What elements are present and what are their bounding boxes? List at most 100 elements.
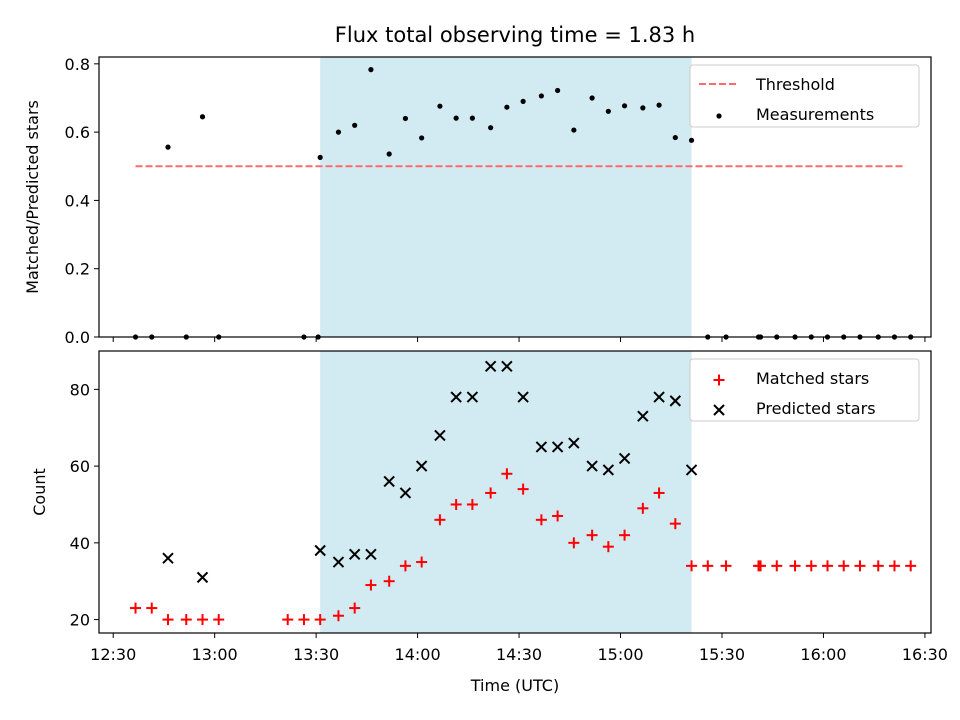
measurement-point xyxy=(419,135,425,141)
y-tick-label: 20 xyxy=(70,611,90,630)
y-axis-label: Count xyxy=(30,468,49,516)
predicted-stars-point xyxy=(314,544,326,557)
predicted-stars-point xyxy=(618,452,631,465)
predicted-marker-b xyxy=(501,360,513,373)
x-tick-label: 15:00 xyxy=(597,645,643,664)
matched-stars-point xyxy=(501,468,513,480)
predicted-marker-b xyxy=(399,487,412,499)
x-tick-label: 16:30 xyxy=(902,645,948,664)
legend-label: Threshold xyxy=(755,75,835,94)
predicted-marker-b xyxy=(517,391,529,403)
predicted-stars-point xyxy=(637,410,649,422)
measurement-point xyxy=(605,108,611,114)
matched-stars-point xyxy=(619,529,631,541)
predicted-marker-b xyxy=(314,544,326,557)
predicted-stars-point xyxy=(653,391,665,403)
predicted-marker-b xyxy=(415,460,428,472)
measurement-point xyxy=(571,127,577,133)
matched-stars-point xyxy=(466,498,478,510)
matched-stars-point xyxy=(838,560,850,572)
measurement-point xyxy=(488,125,494,131)
measurement-point xyxy=(437,103,443,109)
y-tick-label: 40 xyxy=(70,534,90,553)
predicted-marker-b xyxy=(685,464,698,476)
matched-stars-point xyxy=(805,560,817,572)
predicted-stars-point xyxy=(434,429,446,442)
predicted-marker-b xyxy=(365,548,377,561)
matched-stars-point xyxy=(282,614,294,626)
matched-stars-point xyxy=(552,510,564,522)
predicted-marker-b xyxy=(568,437,580,449)
predicted-marker-b xyxy=(618,452,631,465)
predicted-marker-b xyxy=(653,391,665,403)
matched-stars-point xyxy=(669,518,681,530)
measurement-point xyxy=(555,87,561,94)
predicted-marker-b xyxy=(551,441,564,453)
matched-stars-point xyxy=(822,560,834,572)
legend-label: Measurements xyxy=(756,105,874,124)
matched-stars-point xyxy=(365,579,377,591)
measurement-point xyxy=(469,115,475,121)
predicted-stars-point xyxy=(399,487,412,499)
matched-stars-point xyxy=(586,529,598,541)
matched-stars-point xyxy=(755,560,767,572)
measurement-point xyxy=(453,115,459,121)
count-panel: 20 40 60 80 12:30 13:00 13:30 14:00 14:30 15:00 15… xyxy=(30,350,948,695)
predicted-marker-b xyxy=(434,429,446,442)
measurement-point xyxy=(621,103,628,109)
matched-stars-point xyxy=(146,602,158,614)
predicted-stars-point xyxy=(162,552,174,564)
predicted-stars-point xyxy=(332,556,345,568)
x-tick-label: 14:30 xyxy=(496,645,542,664)
matched-stars-point xyxy=(888,560,900,572)
predicted-stars-point xyxy=(383,475,395,488)
matched-stars-point xyxy=(383,575,395,587)
legend-label: Matched stars xyxy=(756,369,869,388)
predicted-marker-b xyxy=(535,441,548,453)
predicted-stars-point xyxy=(551,441,564,453)
y-tick-label: 60 xyxy=(70,457,90,476)
x-tick-label: 13:00 xyxy=(192,645,238,664)
y-tick-label: 0.2 xyxy=(65,260,90,279)
matched-stars-point xyxy=(349,602,361,614)
matched-stars-point xyxy=(450,498,462,510)
legend-predicted-handle-b xyxy=(713,404,725,416)
y-tick-label: 0.8 xyxy=(65,55,90,74)
x-tick-label: 13:30 xyxy=(293,645,339,664)
predicted-marker-b xyxy=(586,460,598,472)
predicted-stars-point xyxy=(568,437,580,449)
matched-stars-point xyxy=(535,514,547,526)
predicted-stars-point xyxy=(484,360,497,373)
predicted-stars-point xyxy=(196,571,209,584)
x-tick-label: 12:30 xyxy=(90,645,136,664)
measurement-point xyxy=(368,67,374,73)
y-axis-label: Matched/Predicted stars xyxy=(23,100,42,294)
matched-stars-point xyxy=(416,556,428,568)
predicted-stars-point xyxy=(365,548,377,561)
y-tick-label: 80 xyxy=(70,380,90,399)
x-axis-label: Time (UTC) xyxy=(470,676,559,695)
matched-stars-point xyxy=(872,560,884,572)
predicted-stars-point xyxy=(517,391,529,403)
matched-stars-point xyxy=(686,560,698,572)
predicted-stars-point xyxy=(466,391,479,403)
y-tick-label: 0.0 xyxy=(65,328,90,347)
predicted-stars-point xyxy=(415,460,428,472)
matched-stars-point xyxy=(399,560,411,572)
predicted-marker-b xyxy=(637,410,649,422)
matched-stars-point xyxy=(162,614,174,626)
matched-stars-point xyxy=(637,502,649,514)
measurement-point xyxy=(199,114,206,120)
predicted-stars-point xyxy=(501,360,513,373)
legend-measurement-handle xyxy=(716,113,722,119)
ratio-panel: 0.0 0.2 0.4 0.6 0.8 Matched/Predicted stars Th… xyxy=(23,55,932,347)
measurement-point xyxy=(386,151,392,157)
matched-stars-point xyxy=(602,541,614,553)
measurement-point xyxy=(317,154,323,160)
measurement-point xyxy=(538,93,544,99)
matched-stars-point xyxy=(180,614,192,626)
predicted-marker-b xyxy=(383,475,395,488)
matched-stars-point xyxy=(568,537,580,549)
predicted-stars-point xyxy=(450,391,462,403)
legend: Matched stars Predicted stars xyxy=(689,358,920,422)
